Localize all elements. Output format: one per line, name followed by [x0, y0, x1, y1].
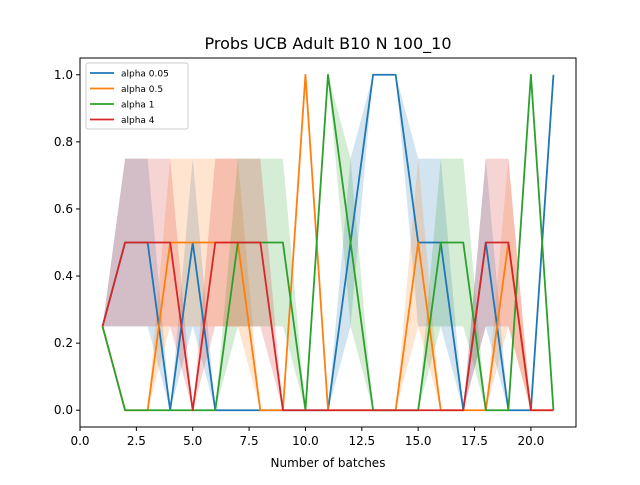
- x-tick-label: 0.0: [70, 434, 89, 448]
- y-tick-label: 0.2: [54, 336, 73, 350]
- legend-box: [85, 62, 189, 130]
- legend-label-4: alpha 4: [121, 116, 155, 126]
- series-lines: [101, 73, 555, 412]
- y-tick-label: 0.6: [54, 202, 73, 216]
- band-series-4: [102, 158, 554, 411]
- x-axis-ticks: 0.0 2.5 5.0 7.5 10.0 12.5 15.0 17.5 20.0: [70, 427, 544, 448]
- x-tick-label: 5.0: [183, 434, 202, 448]
- legend-label-3: alpha 1: [121, 101, 155, 111]
- y-tick-label: 0.4: [54, 269, 73, 283]
- x-tick-label: 12.5: [348, 434, 375, 448]
- x-tick-label: 20.0: [518, 434, 545, 448]
- y-tick-label: 1.0: [54, 68, 73, 82]
- x-tick-label: 10.0: [292, 434, 319, 448]
- legend: alpha 0.05 alpha 0.5 alpha 1 alpha 4: [85, 62, 189, 130]
- x-tick-label: 17.5: [461, 434, 488, 448]
- plot-frame: [79, 57, 577, 428]
- y-tick-label: 0.0: [54, 403, 73, 417]
- legend-label-1: alpha 0.05: [121, 70, 169, 80]
- band-series-3: [102, 74, 554, 411]
- line-series-3: [101, 73, 555, 412]
- line-series-4: [101, 241, 554, 412]
- x-tick-label: 7.5: [240, 434, 259, 448]
- x-tick-label: 2.5: [127, 434, 146, 448]
- y-axis-ticks: 0.0 0.2 0.4 0.6 0.8 1.0: [54, 68, 80, 417]
- chart-title: Probs UCB Adult B10 N 100_10: [204, 34, 451, 54]
- y-tick-label: 0.8: [54, 135, 73, 149]
- legend-label-2: alpha 0.5: [121, 85, 163, 95]
- x-tick-label: 15.0: [405, 434, 432, 448]
- x-axis-label: Number of batches: [271, 456, 386, 470]
